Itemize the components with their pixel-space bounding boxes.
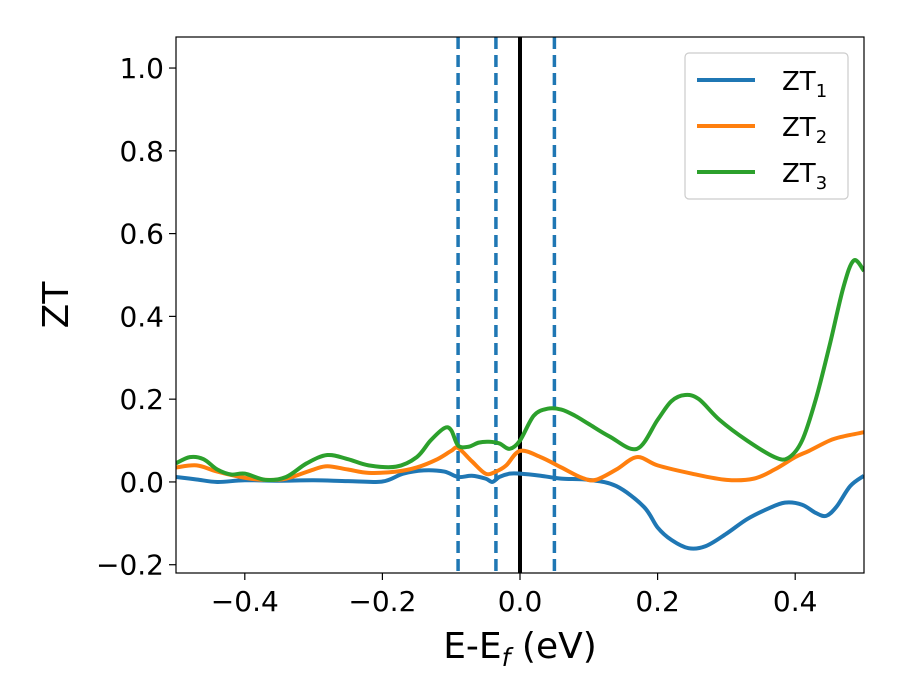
y-tick-label: −0.2 (96, 549, 164, 582)
vertical-reference-lines (456, 37, 557, 573)
y-tick-label: 0.4 (119, 300, 164, 333)
series-layer (176, 258, 864, 551)
x-axis-label: E-Ef (eV) (443, 626, 597, 672)
legend: ZT1 ZT2 ZT3 (684, 52, 849, 200)
x-axis-ticks: −0.4 −0.2 0.0 0.2 0.4 (211, 573, 818, 618)
y-tick-label: 0.6 (119, 218, 164, 251)
series-line-zt1 (176, 468, 864, 551)
series-line-zt3 (176, 258, 864, 483)
x-tick-label: 0.2 (635, 585, 680, 618)
legend-label-zt3: ZT3 (782, 159, 827, 194)
y-axis-ticks: −0.2 0.0 0.2 0.4 0.6 0.8 1.0 (96, 52, 176, 582)
legend-label-zt1: ZT1 (782, 67, 827, 102)
x-tick-label: 0.0 (498, 585, 543, 618)
series-line-zt2 (176, 430, 864, 483)
y-tick-label: 0.0 (119, 466, 164, 499)
x-tick-label: −0.4 (211, 585, 279, 618)
legend-label-zt2: ZT2 (782, 113, 827, 148)
y-axis-label: ZT (36, 281, 77, 329)
x-tick-label: −0.2 (348, 585, 416, 618)
y-tick-label: 0.2 (119, 383, 164, 416)
x-tick-label: 0.4 (773, 585, 818, 618)
y-tick-label: 1.0 (119, 52, 164, 85)
legend-box (684, 52, 849, 200)
y-tick-label: 0.8 (119, 135, 164, 168)
